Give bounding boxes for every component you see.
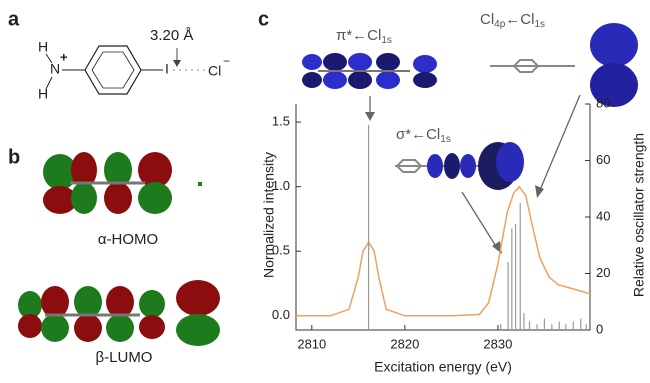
figure: a b c H N + H I Cl − 3.20 Å α-HOMO [0, 0, 650, 378]
annotation-part: 4p [494, 19, 506, 30]
annotation: Cl4p←Cl1s [480, 11, 545, 30]
annotation-part: ←Cl [505, 11, 534, 28]
y-tick-label: 1.5 [272, 114, 290, 129]
annotation-part: π*←Cl [336, 27, 381, 44]
x-tick-label: 2830 [483, 336, 512, 351]
annotation-part: 1s [381, 35, 392, 46]
y-axis-label: Normalized intensity [261, 152, 277, 278]
y2-tick-label: 0 [596, 321, 603, 336]
annotation-part: σ*←Cl [396, 126, 440, 143]
atom: H [38, 39, 48, 55]
annotation-part: 1s [534, 19, 545, 30]
orbital-sigma [395, 142, 524, 190]
y2-tick-label: 80 [596, 95, 610, 110]
orbital-cl4p [490, 23, 638, 107]
x-axis-label: Excitation energy (eV) [374, 359, 512, 375]
distance-label: 3.20 Å [150, 27, 193, 44]
annotation: σ*←Cl1s [396, 126, 451, 145]
structure: H N + H I Cl − 3.20 Å [38, 27, 230, 102]
annotation: π*←Cl1s [336, 27, 392, 46]
y2-tick-label: 20 [596, 265, 610, 280]
atom: I [165, 61, 169, 77]
annotation-part: Cl [480, 11, 494, 28]
panel-label: c [258, 8, 269, 30]
atom: + [60, 49, 68, 64]
orbital-homo [43, 152, 202, 214]
y2-tick-label: 40 [596, 208, 610, 223]
y2-axis-label: Relative oscillator strength [631, 133, 647, 297]
y-tick-label: 0.0 [272, 307, 290, 322]
orbital-label: β-LUMO [96, 349, 153, 366]
orbital-pi [302, 53, 437, 89]
panel-label: b [8, 146, 20, 168]
x-tick-label: 2810 [297, 336, 326, 351]
atom: Cl [208, 63, 221, 79]
atom: − [223, 54, 230, 68]
orbital-label: α-HOMO [98, 231, 158, 248]
orbital-lumo [18, 280, 220, 346]
annotation-part: 1s [440, 134, 451, 145]
spectrum-line [296, 187, 590, 316]
y2-tick-label: 60 [596, 152, 610, 167]
x-tick-label: 2820 [390, 336, 419, 351]
panel-label: a [8, 8, 20, 30]
